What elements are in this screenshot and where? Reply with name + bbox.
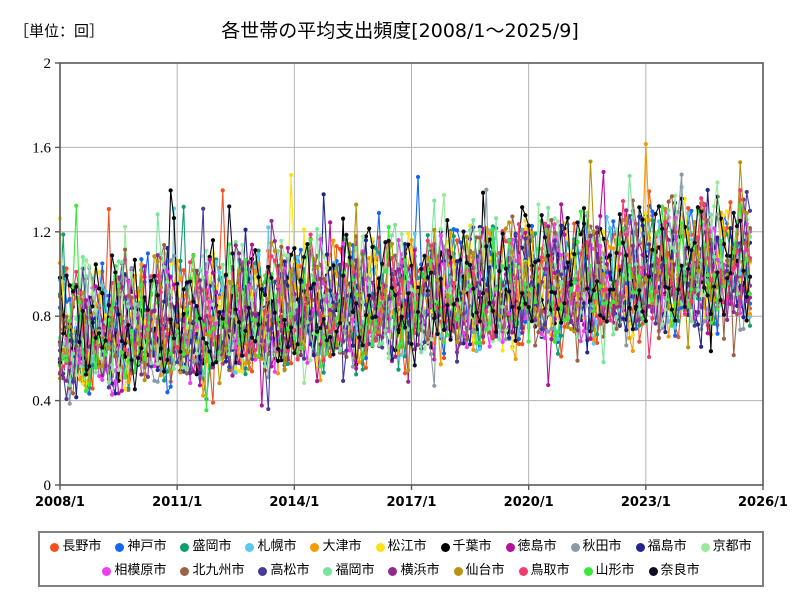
x-axis-tick-label: 2014/1 [269, 495, 319, 510]
legend-marker-icon [310, 542, 320, 552]
unit-label: ［単位：回］ [14, 22, 105, 40]
legend-item[interactable]: 仙台市 [453, 563, 505, 578]
legend-label: 徳島市 [517, 539, 557, 554]
legend-item[interactable]: 福岡市 [323, 564, 374, 578]
legend-label: 山形市 [595, 563, 635, 578]
legend-item[interactable]: 長野市 [50, 540, 101, 554]
x-axis-tick-label: 2008/1 [35, 495, 85, 510]
x-axis-tick-label: 2026/1 [738, 495, 788, 510]
legend-label: 奈良市 [660, 563, 700, 578]
series-group [57, 141, 753, 413]
x-axis-tick-label: 2017/1 [387, 495, 437, 510]
axes: 0 0.4 0.8 1.2 1.6 2 2008/1 2011/1 2014/1 2017/1 20… [32, 56, 788, 510]
legend-item[interactable]: 秋田市 [570, 539, 622, 554]
chart-svg: 0 0.4 0.8 1.2 1.6 2 2008/1 2011/1 2014/1 2017/1 20… [32, 56, 788, 510]
legend-marker-icon [115, 542, 125, 552]
legend-item[interactable]: 千葉市 [440, 539, 492, 554]
legend-marker-icon [583, 566, 593, 576]
legend-label: 札幌市 [257, 539, 297, 554]
legend-marker-icon [50, 542, 60, 552]
x-axis-tick-label: 2020/1 [504, 495, 554, 510]
legend-item[interactable]: 北九州市 [180, 564, 244, 578]
y-axis-tick-label: 0.8 [32, 309, 51, 325]
legend-item[interactable]: 高松市 [258, 564, 309, 578]
legend-label: 福岡市 [335, 563, 375, 578]
legend-marker-icon [570, 542, 580, 552]
data-series [57, 204, 753, 392]
legend-item[interactable]: 大津市 [310, 539, 362, 554]
legend-label: 高松市 [270, 563, 310, 578]
legend-row: 長野市 神戸市 盛岡市 札幌市 大津市 松江市 千葉市 徳島市 秋田市 福島市 京都市 [46, 535, 756, 559]
y-axis-tick-label: 1.6 [32, 140, 51, 156]
legend-label: 京都市 [712, 539, 752, 554]
legend-item[interactable]: 鳥取市 [518, 563, 570, 578]
legend-marker-icon [258, 566, 268, 576]
legend-label: 相模原市 [114, 563, 167, 578]
legend-item[interactable]: 松江市 [375, 539, 427, 554]
legend-item[interactable]: 盛岡市 [180, 540, 231, 554]
legend-item[interactable]: 山形市 [583, 563, 635, 578]
legend-item[interactable]: 福島市 [635, 539, 687, 554]
legend-marker-icon [375, 542, 385, 552]
legend-marker-icon [453, 566, 463, 576]
legend-marker-icon [388, 566, 398, 576]
legend-marker-icon [648, 566, 658, 576]
legend-item[interactable]: 徳島市 [505, 539, 557, 554]
legend-item[interactable]: 奈良市 [648, 563, 700, 578]
chart-legend: 長野市 神戸市 盛岡市 札幌市 大津市 松江市 千葉市 徳島市 秋田市 福島市 京都市 相模原市 北九… [38, 531, 764, 587]
legend-label: 北九州市 [192, 563, 245, 578]
legend-marker-icon [102, 566, 112, 576]
legend-item[interactable]: 神戸市 [115, 540, 166, 554]
legend-item[interactable]: 横浜市 [388, 563, 440, 578]
legend-marker-icon [440, 542, 450, 552]
legend-label: 福島市 [647, 539, 687, 554]
chart-title: 各世帯の平均支出頻度[2008/1～2025/9] [221, 20, 579, 42]
legend-label: 仙台市 [465, 563, 505, 578]
legend-label: 秋田市 [582, 539, 622, 554]
legend-label: 大津市 [322, 539, 362, 554]
y-axis-tick-label: 2 [44, 56, 52, 72]
legend-item[interactable]: 京都市 [700, 539, 752, 554]
legend-label: 松江市 [387, 539, 427, 554]
x-axis-tick-label: 2011/1 [152, 495, 202, 510]
plot-area: 0 0.4 0.8 1.2 1.6 2 2008/1 2011/1 2014/1 2017/1 20… [32, 56, 788, 510]
legend-marker-icon [180, 566, 190, 576]
legend-label: 鳥取市 [530, 563, 570, 578]
y-axis-tick-label: 1.2 [32, 225, 51, 241]
legend-item[interactable]: 相模原市 [102, 564, 166, 578]
legend-row: 相模原市 北九州市 高松市 福岡市 横浜市 仙台市 鳥取市 山形市 奈良市 [46, 559, 756, 583]
y-axis-tick-label: 0.4 [32, 394, 51, 410]
legend-label: 神戸市 [127, 539, 167, 554]
legend-marker-icon [505, 542, 515, 552]
legend-marker-icon [180, 542, 190, 552]
legend-item[interactable]: 札幌市 [245, 540, 296, 554]
legend-label: 盛岡市 [192, 539, 232, 554]
legend-marker-icon [323, 566, 333, 576]
legend-marker-icon [518, 566, 528, 576]
legend-marker-icon [700, 542, 710, 552]
legend-label: 横浜市 [400, 563, 440, 578]
x-axis-tick-label: 2023/1 [621, 495, 671, 510]
legend-label: 千葉市 [452, 539, 492, 554]
legend-marker-icon [245, 542, 255, 552]
y-axis-tick-label: 0 [44, 478, 52, 494]
legend-label: 長野市 [62, 539, 102, 554]
legend-marker-icon [635, 542, 645, 552]
